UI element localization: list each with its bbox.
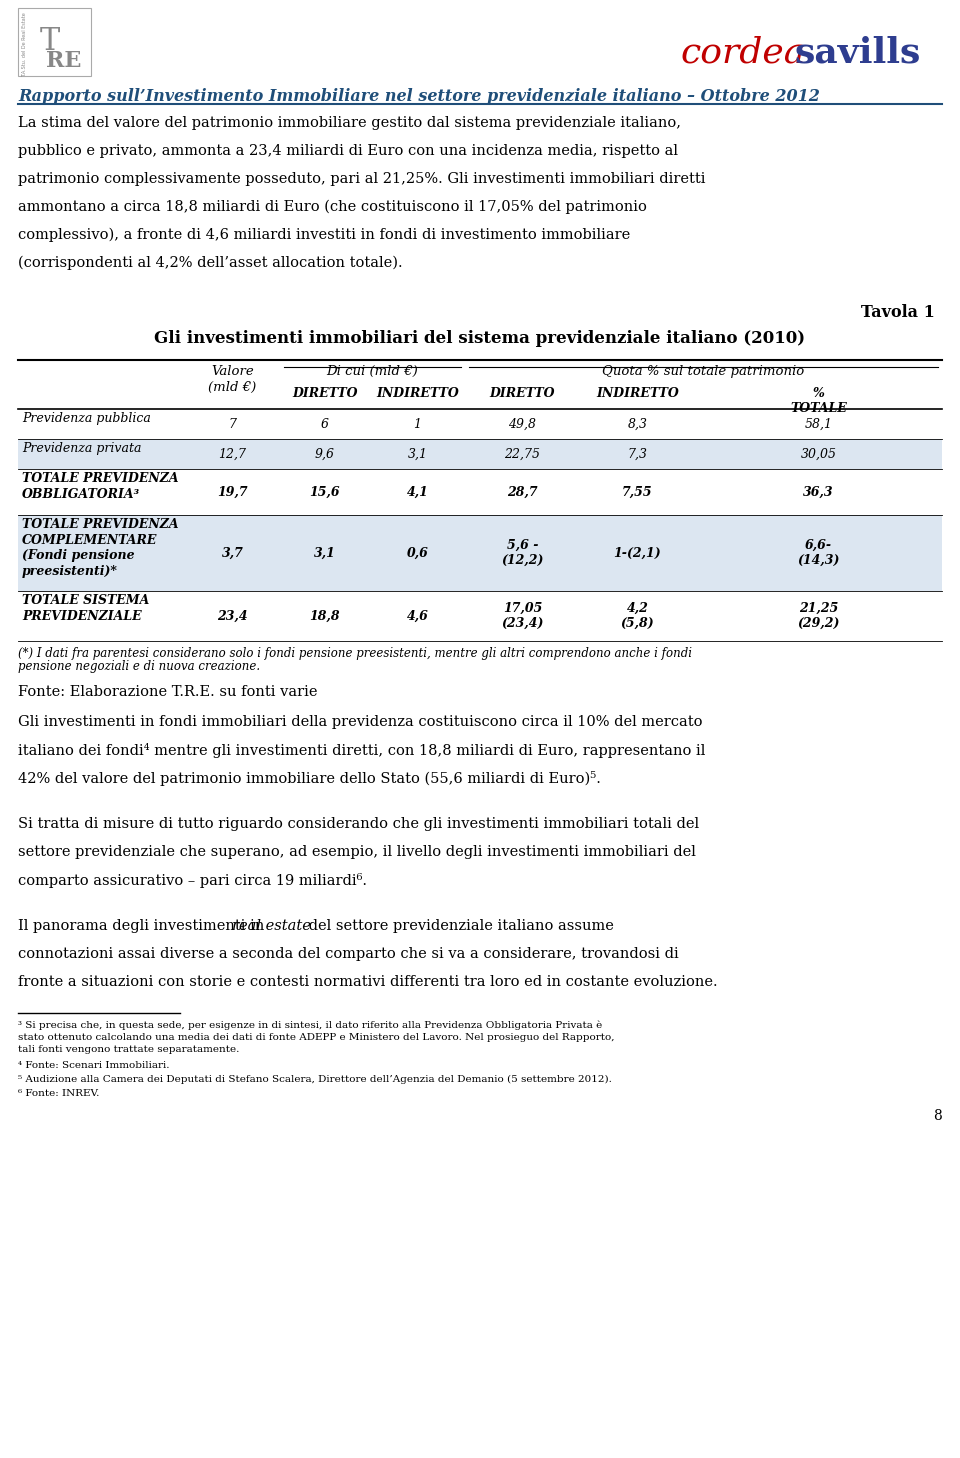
Bar — [18, 439, 942, 469]
Text: 3,1: 3,1 — [314, 547, 336, 560]
Text: Gli investimenti in fondi immobiliari della previdenza costituiscono circa il 10: Gli investimenti in fondi immobiliari de… — [18, 714, 703, 729]
Bar — [18, 7, 91, 76]
Text: Rapporto sull’Investimento Immobiliare nel settore previdenziale italiano – Otto: Rapporto sull’Investimento Immobiliare n… — [18, 87, 820, 105]
Text: 23,4: 23,4 — [217, 609, 248, 623]
Text: 7: 7 — [228, 417, 236, 430]
Text: 22,75: 22,75 — [505, 448, 540, 461]
Text: 4,2
(5,8): 4,2 (5,8) — [621, 602, 655, 630]
Text: 8,3: 8,3 — [628, 417, 647, 430]
Text: Fonte: Elaborazione T.R.E. su fonti varie: Fonte: Elaborazione T.R.E. su fonti vari… — [18, 685, 318, 698]
Text: 7,3: 7,3 — [628, 448, 647, 461]
Text: DIRETTO: DIRETTO — [292, 386, 358, 399]
Text: cordea: cordea — [680, 35, 805, 69]
Text: 15,6: 15,6 — [310, 486, 340, 499]
Text: Previdenza privata: Previdenza privata — [22, 442, 141, 455]
Text: ⁵ Audizione alla Camera dei Deputati di Stefano Scalera, Direttore dell’Agenzia : ⁵ Audizione alla Camera dei Deputati di … — [18, 1075, 612, 1085]
Text: Si tratta di misure di tutto riguardo considerando che gli investimenti immobili: Si tratta di misure di tutto riguardo co… — [18, 816, 699, 831]
Text: 1: 1 — [414, 417, 421, 430]
Text: Tavola 1: Tavola 1 — [861, 305, 935, 321]
Text: del settore previdenziale italiano assume: del settore previdenziale italiano assum… — [304, 919, 613, 933]
Text: real estate: real estate — [232, 919, 311, 933]
Text: 30,05: 30,05 — [801, 448, 836, 461]
Text: 42% del valore del patrimonio immobiliare dello Stato (55,6 miliardi di Euro)⁵.: 42% del valore del patrimonio immobiliar… — [18, 771, 601, 786]
Text: settore previdenziale che superano, ad esempio, il livello degli investimenti im: settore previdenziale che superano, ad e… — [18, 846, 696, 859]
Text: TOTALE SISTEMA
PREVIDENZIALE: TOTALE SISTEMA PREVIDENZIALE — [22, 593, 150, 623]
Text: stato ottenuto calcolando una media dei dati di fonte ADEPP e Ministero del Lavo: stato ottenuto calcolando una media dei … — [18, 1034, 614, 1042]
Text: Di cui (mld €): Di cui (mld €) — [326, 364, 419, 378]
Text: %
TOTALE: % TOTALE — [790, 386, 847, 416]
Text: pubblico e privato, ammonta a 23,4 miliardi di Euro con una incidenza media, ris: pubblico e privato, ammonta a 23,4 milia… — [18, 144, 678, 157]
Text: RE: RE — [46, 50, 82, 71]
Text: 4,6: 4,6 — [407, 609, 428, 623]
Text: ⁶ Fonte: INREV.: ⁶ Fonte: INREV. — [18, 1089, 100, 1098]
Text: Il panorama degli investimenti in: Il panorama degli investimenti in — [18, 919, 269, 933]
Text: italiano dei fondi⁴ mentre gli investimenti diretti, con 18,8 miliardi di Euro, : italiano dei fondi⁴ mentre gli investime… — [18, 744, 706, 758]
Text: 36,3: 36,3 — [804, 486, 834, 499]
Text: 9,6: 9,6 — [315, 448, 335, 461]
Text: TOTALE PREVIDENZA
COMPLEMENTARE
(Fondi pensione
preesistenti)*: TOTALE PREVIDENZA COMPLEMENTARE (Fondi p… — [22, 518, 179, 577]
Text: 3,1: 3,1 — [407, 448, 427, 461]
Text: 58,1: 58,1 — [804, 417, 832, 430]
Text: 1-(2,1): 1-(2,1) — [613, 547, 661, 560]
Text: T: T — [40, 26, 60, 57]
Text: 6,6-
(14,3): 6,6- (14,3) — [798, 539, 840, 567]
Text: (*) I dati fra parentesi considerano solo i fondi pensione preesistenti, mentre : (*) I dati fra parentesi considerano sol… — [18, 647, 692, 660]
Text: tali fonti vengono trattate separatamente.: tali fonti vengono trattate separatament… — [18, 1045, 239, 1054]
Text: Valore
(mld €): Valore (mld €) — [208, 364, 256, 394]
Text: La stima del valore del patrimonio immobiliare gestito dal sistema previdenziale: La stima del valore del patrimonio immob… — [18, 117, 681, 130]
Text: Quota % sul totale patrimonio: Quota % sul totale patrimonio — [602, 364, 804, 378]
Bar — [18, 515, 942, 590]
Text: 0,6: 0,6 — [407, 547, 428, 560]
Text: ammontano a circa 18,8 miliardi di Euro (che costituiscono il 17,05% del patrimo: ammontano a circa 18,8 miliardi di Euro … — [18, 200, 647, 214]
Text: INDIRETTO: INDIRETTO — [596, 386, 679, 399]
Text: T.A.Stu. del De Real Estate: T.A.Stu. del De Real Estate — [22, 12, 27, 77]
Text: TOTALE PREVIDENZA
OBBLIGATORIA³: TOTALE PREVIDENZA OBBLIGATORIA³ — [22, 472, 179, 500]
Text: 8: 8 — [933, 1110, 942, 1123]
Text: 18,8: 18,8 — [310, 609, 340, 623]
Text: 21,25
(29,2): 21,25 (29,2) — [798, 602, 840, 630]
Text: 6: 6 — [321, 417, 329, 430]
Text: 5,6 -
(12,2): 5,6 - (12,2) — [501, 539, 543, 567]
Text: 28,7: 28,7 — [507, 486, 538, 499]
Text: 4,1: 4,1 — [407, 486, 428, 499]
Text: connotazioni assai diverse a seconda del comparto che si va a considerare, trova: connotazioni assai diverse a seconda del… — [18, 948, 679, 961]
Text: 49,8: 49,8 — [509, 417, 537, 430]
Text: INDIRETTO: INDIRETTO — [376, 386, 459, 399]
Text: 3,7: 3,7 — [222, 547, 244, 560]
Text: patrimonio complessivamente posseduto, pari al 21,25%. Gli investimenti immobili: patrimonio complessivamente posseduto, p… — [18, 172, 706, 187]
Text: ⁴ Fonte: Scenari Immobiliari.: ⁴ Fonte: Scenari Immobiliari. — [18, 1061, 170, 1070]
Text: fronte a situazioni con storie e contesti normativi differenti tra loro ed in co: fronte a situazioni con storie e contest… — [18, 975, 718, 989]
Text: complessivo), a fronte di 4,6 miliardi investiti in fondi di investimento immobi: complessivo), a fronte di 4,6 miliardi i… — [18, 227, 631, 242]
Text: 17,05
(23,4): 17,05 (23,4) — [501, 602, 543, 630]
Text: savills: savills — [795, 35, 922, 69]
Text: (corrispondenti al 4,2% dell’asset allocation totale).: (corrispondenti al 4,2% dell’asset alloc… — [18, 257, 402, 270]
Text: 7,55: 7,55 — [622, 486, 653, 499]
Text: 12,7: 12,7 — [219, 448, 247, 461]
Text: 19,7: 19,7 — [217, 486, 248, 499]
Text: ³ Si precisa che, in questa sede, per esigenze in di sintesi, il dato riferito a: ³ Si precisa che, in questa sede, per es… — [18, 1021, 602, 1031]
Text: comparto assicurativo – pari circa 19 miliardi⁶.: comparto assicurativo – pari circa 19 mi… — [18, 873, 367, 888]
Text: Gli investimenti immobiliari del sistema previdenziale italiano (2010): Gli investimenti immobiliari del sistema… — [155, 330, 805, 347]
Text: Previdenza pubblica: Previdenza pubblica — [22, 413, 151, 424]
Text: DIRETTO: DIRETTO — [490, 386, 555, 399]
Text: pensione negoziali e di nuova creazione.: pensione negoziali e di nuova creazione. — [18, 660, 260, 674]
